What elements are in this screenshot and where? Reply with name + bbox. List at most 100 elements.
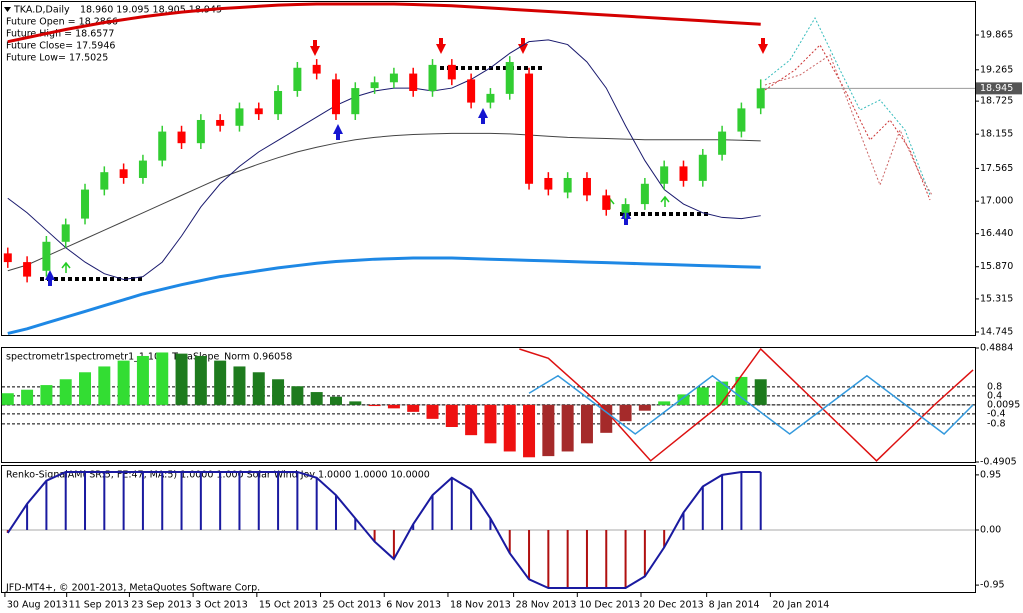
- candle-body: [486, 93, 495, 103]
- candle-body: [3, 253, 12, 263]
- bar: [489, 518, 492, 530]
- bar: [1, 393, 14, 405]
- candle-body: [293, 67, 302, 91]
- price-tag: [976, 82, 1022, 95]
- bar: [387, 404, 400, 409]
- x-tick-label: 8 Jan 2014: [709, 600, 760, 611]
- bar: [696, 387, 709, 405]
- candle-body: [505, 61, 514, 94]
- bar: [528, 529, 531, 580]
- annotation: Future High = 18.6577: [6, 29, 114, 40]
- candle-body: [698, 154, 707, 181]
- buy-arrow: [478, 108, 488, 124]
- bar: [219, 471, 222, 530]
- level-label: 0.4: [987, 390, 1002, 401]
- bar: [180, 471, 183, 530]
- x-tick-label: 15 Oct 2013: [259, 600, 318, 611]
- candle-body: [582, 177, 591, 196]
- candle-body: [274, 90, 283, 115]
- bar: [624, 529, 627, 588]
- candle-body: [119, 169, 128, 178]
- bar: [605, 529, 608, 588]
- bar: [84, 471, 87, 530]
- bar: [508, 529, 511, 554]
- y-tick-label: -0.4905: [980, 457, 1017, 468]
- bar: [721, 474, 724, 530]
- bar: [740, 471, 743, 530]
- candle-body: [138, 160, 147, 178]
- bar: [45, 480, 48, 530]
- x-tick-label: 25 Oct 2013: [323, 600, 382, 611]
- bar: [291, 386, 304, 405]
- annotation: Future Open = 18.2866: [6, 17, 118, 28]
- chart-subtitle: 18.960 19.095 18.905 18.945: [80, 5, 222, 16]
- bar: [141, 471, 144, 530]
- x-tick-label: 6 Nov 2013: [386, 600, 441, 611]
- candle-body: [602, 195, 611, 210]
- bar: [600, 404, 613, 433]
- bar: [503, 404, 516, 452]
- bar: [64, 471, 67, 530]
- y-tick-label: 14.745: [980, 326, 1013, 337]
- candle-body: [544, 177, 553, 190]
- bar: [407, 404, 420, 412]
- y-tick-label: 0.95: [980, 469, 1001, 480]
- buy-arrow: [45, 270, 55, 286]
- candle-body: [679, 166, 688, 181]
- candle-body: [42, 241, 51, 271]
- oscillator-line: [528, 374, 974, 435]
- bar: [233, 366, 246, 405]
- candle-body: [216, 119, 225, 126]
- bar: [431, 495, 434, 530]
- bar: [136, 355, 149, 405]
- bar: [470, 489, 473, 530]
- candle-body: [737, 108, 746, 132]
- candle-body: [756, 88, 765, 109]
- bar: [663, 529, 666, 548]
- buy-hint: [660, 195, 670, 207]
- bar: [349, 401, 362, 405]
- y-tick-label: 19.865: [980, 30, 1013, 41]
- x-tick-label: 23 Sep 2013: [131, 600, 191, 611]
- bar: [585, 529, 588, 588]
- bar: [412, 524, 415, 530]
- bar: [272, 379, 285, 405]
- buy-arrow: [333, 124, 343, 140]
- bar: [175, 353, 188, 405]
- y-tick-label: -0.95: [980, 580, 1005, 591]
- bar: [580, 404, 593, 444]
- title-marker: [4, 7, 11, 12]
- panel-title: spectrometr1spectrometr1_1 10,2 TmaSlope…: [6, 352, 292, 363]
- annotation: Future Close= 17.5946: [6, 41, 115, 52]
- bar: [735, 376, 748, 405]
- y-tick-label: 18.155: [980, 129, 1013, 140]
- candle-body: [370, 82, 379, 89]
- candle-body: [196, 119, 205, 144]
- bar: [296, 471, 299, 530]
- level-label: -0.8: [987, 418, 1006, 429]
- buy-hint: [61, 261, 71, 273]
- projection-line: [764, 16, 931, 196]
- bar: [445, 404, 458, 428]
- bar: [759, 471, 762, 530]
- bar: [79, 372, 92, 405]
- bar: [21, 389, 34, 405]
- bar: [122, 471, 125, 530]
- bar: [368, 404, 381, 407]
- candle-body: [100, 172, 109, 190]
- sell-arrow: [518, 38, 528, 54]
- bar: [161, 471, 164, 530]
- candle-body: [718, 131, 727, 155]
- candle-body: [158, 131, 167, 161]
- chart-title: TKA.D,Daily: [13, 5, 70, 16]
- candle-body: [640, 183, 649, 205]
- signal-panel-frame: [1, 465, 976, 593]
- bar: [677, 394, 690, 405]
- bar: [103, 471, 106, 530]
- candle-body: [235, 108, 244, 126]
- sell-arrow: [436, 38, 446, 54]
- candle-body: [254, 108, 263, 115]
- candle-body: [389, 73, 398, 83]
